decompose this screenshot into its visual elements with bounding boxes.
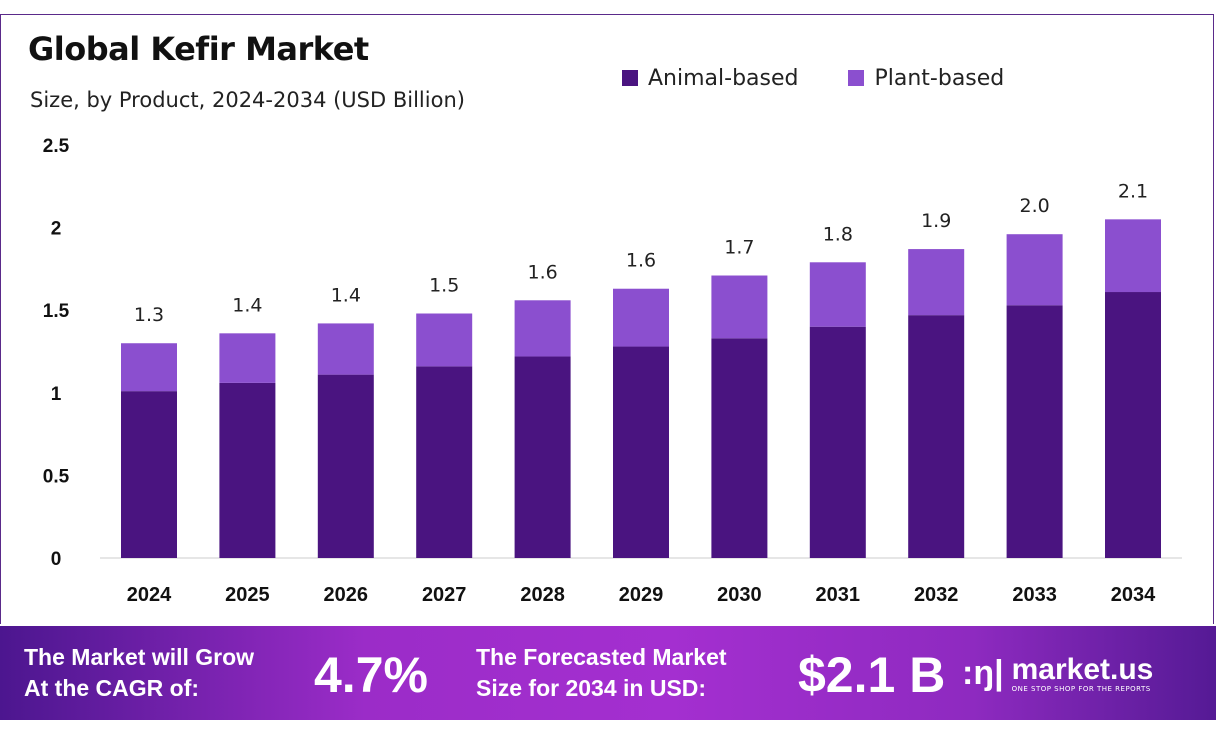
bar-plant-2028 — [514, 300, 571, 357]
x-tick-label: 2025 — [225, 584, 270, 606]
bar-plant-2029 — [613, 288, 669, 347]
footer-banner: The Market will Grow At the CAGR of: 4.7%… — [0, 626, 1216, 720]
market-us-logo: :ŋ| market.us ONE STOP SHOP FOR THE REPO… — [962, 652, 1154, 693]
bar-animal-2033 — [1006, 305, 1063, 558]
data-label: 1.6 — [626, 250, 656, 272]
x-tick-label: 2030 — [717, 584, 762, 606]
cagr-label: The Market will Grow At the CAGR of: — [24, 644, 255, 701]
bar-animal-2034 — [1105, 292, 1161, 558]
x-tick-label: 2033 — [1012, 584, 1057, 606]
x-tick-label: 2024 — [127, 584, 172, 606]
y-tick-label: 2 — [51, 219, 62, 240]
x-tick-label: 2034 — [1111, 584, 1156, 606]
bar-animal-2030 — [711, 338, 768, 558]
data-label: 2.1 — [1118, 180, 1148, 202]
bar-animal-2032 — [908, 315, 965, 558]
data-label: 1.4 — [232, 294, 262, 316]
data-label: 1.3 — [134, 304, 164, 326]
data-label: 2.0 — [1019, 195, 1049, 217]
bar-plant-2025 — [219, 333, 276, 383]
x-tick-label: 2026 — [324, 584, 369, 606]
bar-animal-2029 — [613, 346, 669, 558]
bar-animal-2025 — [219, 382, 276, 558]
x-tick-label: 2028 — [520, 584, 565, 606]
bar-animal-2031 — [809, 326, 866, 558]
x-tick-label: 2027 — [422, 584, 467, 606]
x-tick-label: 2029 — [619, 584, 664, 606]
bar-plant-2032 — [908, 249, 965, 316]
data-label: 1.8 — [823, 223, 853, 245]
x-tick-label: 2031 — [816, 584, 861, 606]
chart-subtitle: Size, by Product, 2024-2034 (USD Billion… — [30, 88, 465, 112]
logo-icon: :ŋ| — [962, 654, 1004, 692]
legend-item-animal: Animal-based — [622, 66, 798, 91]
forecast-label: The Forecasted Market Size for 2034 in US… — [476, 644, 727, 701]
bar-chart: 0 0.5 1 1.5 2 2.5 1.3 2024 1.4 2025 1.4 2026 1.5 2027… — [43, 136, 1182, 606]
y-tick-label: 1.5 — [43, 301, 70, 322]
bar-animal-2026 — [317, 374, 374, 558]
y-tick-label: 0 — [51, 549, 62, 570]
bar-plant-2033 — [1006, 234, 1063, 306]
bar-animal-2024 — [121, 391, 177, 558]
chart-frame — [0, 14, 1214, 624]
legend-item-plant: Plant-based — [848, 66, 1004, 91]
x-tick-label: 2032 — [914, 584, 959, 606]
data-label: 1.5 — [429, 275, 459, 297]
cagr-value: 4.7% — [314, 647, 428, 703]
data-label: 1.9 — [921, 210, 951, 232]
bar-plant-2027 — [416, 313, 473, 367]
legend: Animal-based Plant-based — [622, 66, 1004, 91]
forecast-value: $2.1 B — [798, 647, 946, 703]
y-tick-label: 2.5 — [43, 136, 70, 157]
data-label: 1.7 — [724, 237, 754, 259]
bar-plant-2034 — [1105, 219, 1161, 293]
bar-plant-2024 — [121, 343, 177, 392]
bar-plant-2031 — [809, 262, 866, 327]
bar-plant-2026 — [317, 323, 374, 375]
y-tick-label: 1 — [51, 384, 62, 405]
data-label: 1.6 — [527, 261, 557, 283]
y-tick-label: 0.5 — [43, 466, 70, 487]
bar-animal-2027 — [416, 366, 473, 558]
bar-animal-2028 — [514, 356, 571, 558]
data-label: 1.4 — [331, 284, 361, 306]
chart-title: Global Kefir Market — [28, 30, 369, 68]
bar-plant-2030 — [711, 275, 768, 339]
